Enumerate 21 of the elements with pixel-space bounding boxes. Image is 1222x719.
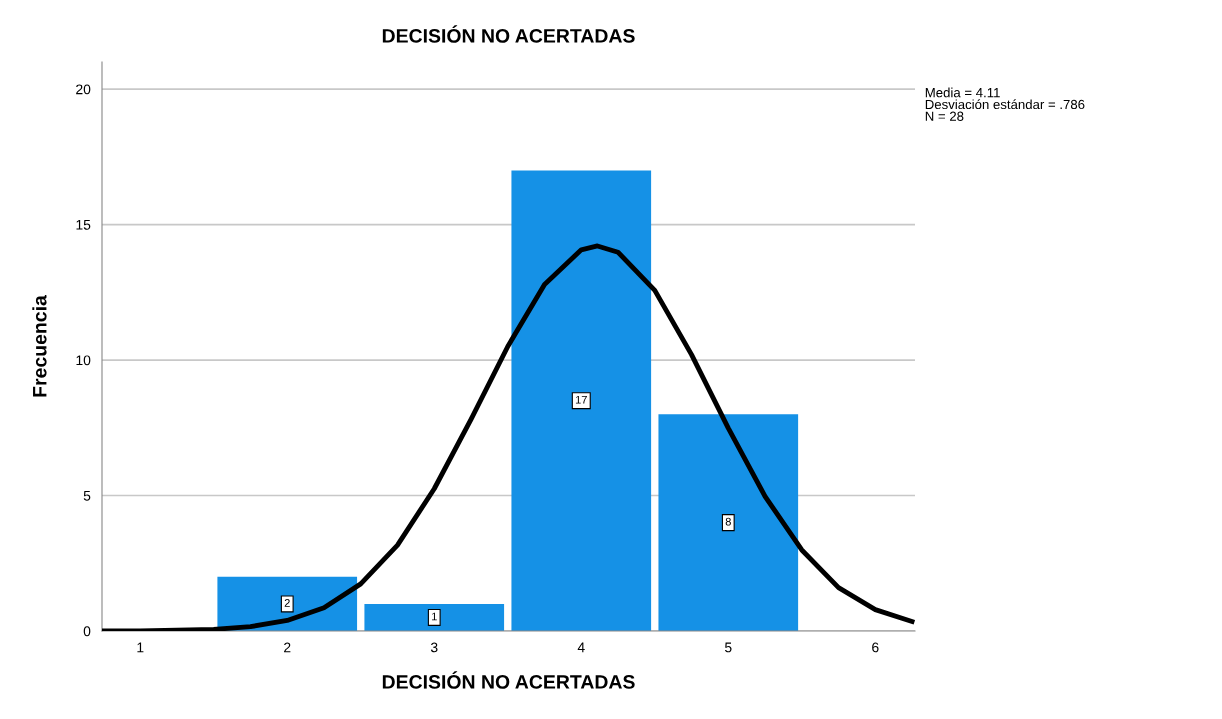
text: N = 28	[925, 111, 964, 121]
y-axis-title: Frecuencia	[32, 295, 47, 397]
y-tick-label: 0	[83, 626, 91, 637]
x-axis-title: DECISIÓN NO ACERTADAS	[382, 671, 635, 689]
x-tick-label: 5	[724, 642, 732, 653]
y-tick-label: 20	[76, 84, 91, 95]
y-tick-label: 5	[83, 491, 91, 501]
data-label: 1	[432, 612, 437, 621]
chart-title: DECISIÓN NO ACERTADAS	[382, 25, 635, 43]
x-tick-label: 2	[284, 642, 291, 653]
y-tick-label: 15	[76, 220, 91, 230]
x-tick-label: 1	[137, 642, 144, 653]
x-tick-label: 4	[577, 642, 585, 653]
data-label: 2	[284, 599, 290, 607]
text: Desviación estándar = .786	[925, 99, 1085, 110]
data-label: 17	[575, 395, 587, 404]
data-label: 8	[725, 517, 731, 526]
text: Media = 4.11	[925, 87, 1000, 98]
x-tick-label: 3	[430, 642, 438, 653]
y-tick-label: 10	[76, 355, 91, 366]
x-tick-label: 6	[872, 642, 879, 653]
